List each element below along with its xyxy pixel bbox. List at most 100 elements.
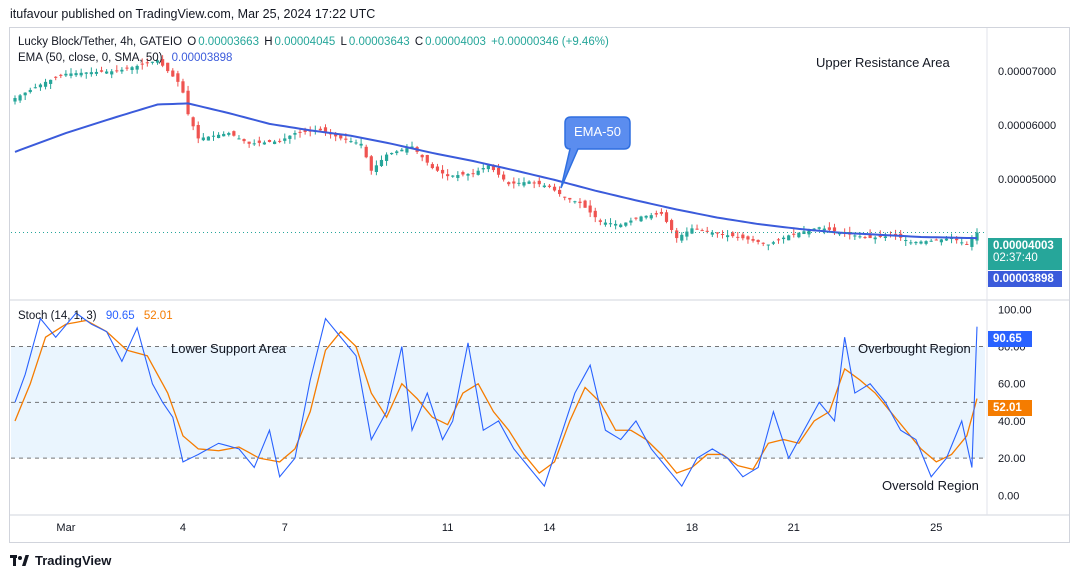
- candle-body: [822, 228, 826, 231]
- candle: [720, 230, 725, 239]
- candle: [349, 137, 353, 143]
- stoch-d-line: [14, 319, 978, 474]
- time-axis-tick-label: 4: [180, 522, 186, 534]
- candle: [110, 69, 114, 79]
- candle-body: [446, 174, 450, 177]
- candle-body: [59, 74, 63, 76]
- candle-body: [145, 62, 149, 64]
- footer-brand[interactable]: TradingView: [10, 553, 111, 568]
- last-price-tag: 0.00004003 02:37:40: [988, 238, 1062, 270]
- candle-body: [496, 167, 501, 175]
- candle-body: [130, 67, 134, 71]
- candle-body: [374, 165, 378, 172]
- candle-body: [425, 154, 429, 163]
- candle-body: [293, 133, 297, 135]
- candle: [736, 231, 740, 241]
- candle: [583, 199, 587, 208]
- candle-body: [420, 154, 424, 158]
- candle-body: [527, 181, 531, 184]
- candle-body: [257, 140, 261, 143]
- ema-legend: EMA (50, close, 0, SMA, 50) 0.00003898: [18, 52, 234, 64]
- candle: [670, 218, 674, 234]
- candle: [105, 69, 109, 75]
- candle-body: [639, 216, 643, 222]
- candle-body: [715, 232, 720, 234]
- candle: [99, 66, 104, 73]
- candle: [28, 87, 32, 94]
- candle-body: [700, 230, 704, 232]
- candle-body: [206, 136, 211, 141]
- candle-body: [883, 236, 887, 238]
- candle-body: [440, 169, 445, 174]
- candle-body: [731, 232, 735, 237]
- candle: [150, 61, 155, 65]
- candle: [155, 59, 160, 65]
- candle: [446, 169, 450, 181]
- candle-body: [354, 142, 358, 144]
- candle-body: [288, 135, 292, 139]
- candle: [502, 171, 506, 182]
- candle: [440, 165, 445, 179]
- high-value: 0.00004045: [274, 36, 336, 48]
- candle-body: [115, 70, 119, 72]
- candle-body: [746, 236, 750, 240]
- candle: [435, 163, 440, 172]
- stoch-d-value: 52.01: [143, 310, 173, 322]
- candle-body: [817, 227, 821, 229]
- candle-body: [563, 196, 567, 198]
- candle-body: [873, 237, 877, 240]
- candle-body: [166, 62, 170, 72]
- candle-body: [140, 63, 144, 65]
- open-label: O: [187, 36, 197, 48]
- candle-body: [629, 220, 633, 223]
- candle: [216, 132, 221, 139]
- candle-body: [944, 238, 949, 241]
- time-axis-tick-label: 7: [282, 522, 288, 534]
- candle: [140, 58, 144, 70]
- candle: [323, 124, 328, 136]
- candle: [33, 83, 37, 89]
- candle-body: [797, 232, 801, 238]
- close-label: C: [414, 36, 424, 48]
- candle: [298, 129, 302, 138]
- candle: [94, 68, 99, 77]
- stoch-axis-tick-label: 0.00: [998, 490, 1019, 502]
- candle: [379, 155, 384, 167]
- candle: [54, 76, 58, 81]
- candle: [975, 228, 979, 245]
- candle-body: [125, 67, 129, 69]
- candle-body: [608, 223, 613, 225]
- candle-body: [670, 220, 674, 230]
- candle: [751, 235, 755, 243]
- candle: [614, 220, 618, 230]
- candle: [593, 207, 597, 223]
- candle: [466, 173, 470, 181]
- candle: [49, 79, 53, 90]
- ema-legend-label: EMA (50, close, 0, SMA, 50): [18, 52, 163, 64]
- candle: [603, 219, 608, 227]
- candle: [84, 72, 88, 79]
- candle-body: [832, 227, 837, 232]
- candle: [771, 240, 776, 246]
- candle-body: [904, 240, 908, 242]
- candle-body: [522, 182, 526, 186]
- candle-body: [868, 234, 872, 239]
- candle: [781, 235, 786, 244]
- candle: [532, 180, 536, 189]
- candle: [125, 65, 129, 71]
- candle: [517, 178, 521, 187]
- candle-body: [64, 73, 68, 76]
- candle-body: [965, 243, 969, 245]
- candle-body: [955, 238, 959, 241]
- candle: [644, 215, 648, 220]
- candle-body: [451, 175, 455, 177]
- candle-body: [94, 71, 99, 74]
- candle-body: [23, 92, 27, 96]
- candle-body: [619, 224, 623, 228]
- candle-body: [323, 127, 328, 133]
- ema-callout: [560, 116, 631, 189]
- candle: [624, 222, 628, 228]
- candle: [547, 183, 552, 189]
- candle: [222, 131, 226, 137]
